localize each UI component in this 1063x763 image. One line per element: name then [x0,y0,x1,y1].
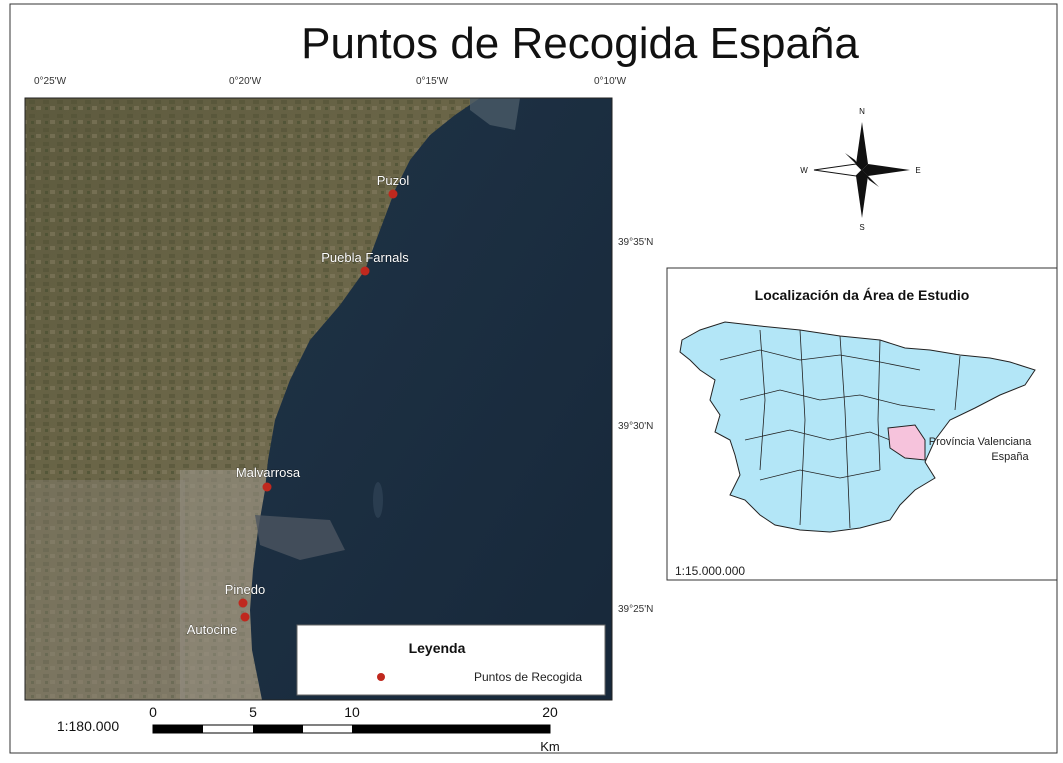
inset-title: Localización da Área de Estudio [755,287,970,303]
longitude-label: 0°15'W [416,76,449,87]
longitude-label: 0°20'W [229,76,262,87]
longitude-label: 0°25'W [34,76,67,87]
compass-north: N [859,107,865,116]
scale-unit: Km [540,739,560,754]
compass-east: E [915,166,920,175]
point-label: Puzol [377,173,410,188]
latitude-label: 39°35'N [618,237,653,248]
scale-tick-label: 20 [542,704,558,720]
collection-point [263,483,272,492]
scale-ratio: 1:180.000 [57,718,119,734]
scale-bar [153,725,550,733]
legend-title: Leyenda [409,640,466,656]
inset-label: España [991,451,1029,463]
point-label: Autocine [187,622,238,637]
compass-west: W [800,166,808,175]
point-label: Puebla Farnals [321,250,409,265]
map-layout: Puntos de Recogida España 0°25'W 0°20'W … [0,0,1063,758]
collection-point [241,613,250,622]
longitude-label: 0°10'W [594,76,627,87]
latitude-label: 39°30'N [618,421,653,432]
point-label: Pinedo [225,582,265,597]
satellite-map [25,98,612,700]
collection-point [389,190,398,199]
scale-tick-label: 5 [249,704,257,720]
legend-box [297,625,605,695]
latitude-label: 39°25'N [618,604,653,615]
compass-south: S [859,223,864,232]
inset-label: Província Valenciana [929,436,1032,448]
legend-item: Puntos de Recogida [474,670,582,684]
title: Puntos de Recogida España [301,19,859,68]
collection-point [361,267,370,276]
inset-scale: 1:15.000.000 [675,564,745,578]
collection-point [239,599,248,608]
legend-symbol [377,673,385,681]
scale-tick-label: 0 [149,704,157,720]
point-label: Malvarrosa [236,465,301,480]
scale-tick-label: 10 [344,704,360,720]
